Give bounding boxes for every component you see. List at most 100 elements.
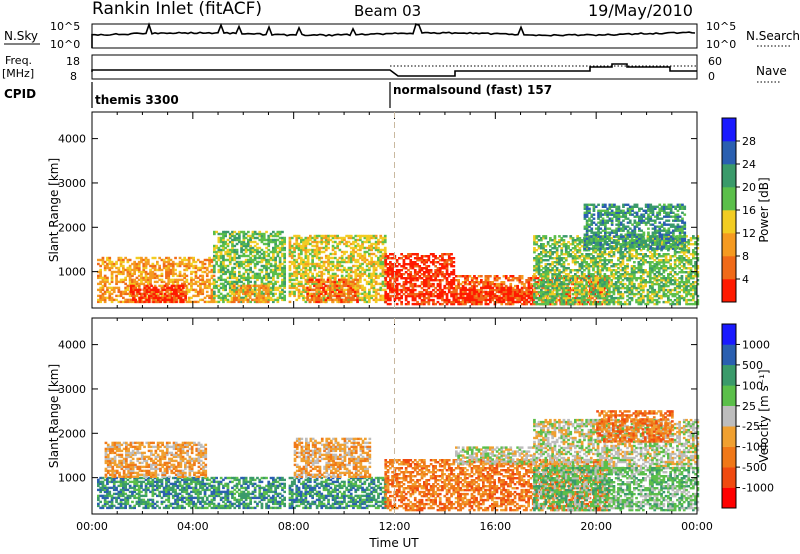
echo-cell xyxy=(504,290,508,294)
echo-cell xyxy=(235,282,239,286)
echo-cell xyxy=(353,294,357,298)
echo-cell xyxy=(553,271,557,274)
echo-cell xyxy=(274,238,277,242)
echo-cell xyxy=(418,271,422,274)
echo-cell xyxy=(612,277,616,280)
echo-cell xyxy=(151,264,155,268)
echo-cell xyxy=(228,294,232,298)
echo-cell xyxy=(167,292,171,296)
echo-cell xyxy=(110,298,114,302)
echo-cell xyxy=(353,292,357,296)
echo-cell xyxy=(566,284,569,288)
echo-cell xyxy=(293,242,296,246)
echo-cell xyxy=(374,282,378,286)
echo-cell xyxy=(361,256,364,260)
echo-cell xyxy=(564,282,568,286)
echo-cell xyxy=(365,296,369,300)
echo-cell xyxy=(361,254,364,258)
echo-cell xyxy=(537,269,541,272)
echo-cell xyxy=(215,286,218,290)
echo-cell xyxy=(324,240,328,244)
echo-cell xyxy=(383,256,387,260)
echo-cell xyxy=(592,255,595,258)
echo-cell xyxy=(260,298,263,302)
echo-cell xyxy=(302,290,305,294)
echo-cell xyxy=(450,290,453,294)
echo-cell xyxy=(489,281,492,284)
echo-cell xyxy=(304,278,308,282)
echo-cell xyxy=(327,256,330,260)
echo-cell xyxy=(201,274,205,278)
echo-cell xyxy=(441,298,444,302)
echo-cell xyxy=(126,272,130,276)
echo-cell xyxy=(555,241,559,244)
echo-cell xyxy=(228,248,232,252)
echo-cell xyxy=(567,245,570,248)
echo-cell xyxy=(551,247,554,250)
echo-cell xyxy=(571,300,575,304)
echo-cell xyxy=(205,268,209,272)
echo-cell xyxy=(283,278,286,282)
echo-cell xyxy=(359,246,362,250)
echo-cell xyxy=(509,300,513,304)
echo-cell xyxy=(386,298,390,302)
echo-cell xyxy=(461,288,465,292)
echo-cell xyxy=(244,248,248,252)
echo-cell xyxy=(319,296,323,300)
echo-cell xyxy=(278,240,282,244)
echo-cell xyxy=(354,238,358,242)
echo-cell xyxy=(544,265,548,268)
echo-cell xyxy=(509,290,513,294)
echo-cell xyxy=(315,282,319,286)
echo-cell xyxy=(450,284,453,288)
echo-cell xyxy=(310,280,314,284)
echo-cell xyxy=(452,300,456,304)
echo-cell xyxy=(176,262,180,266)
echo-cell xyxy=(232,286,236,290)
echo-cell xyxy=(592,259,595,262)
echo-cell xyxy=(251,246,255,250)
echo-cell xyxy=(313,238,317,242)
echo-cell xyxy=(237,300,241,304)
echo-cell xyxy=(400,277,403,280)
echo-cell xyxy=(532,298,535,302)
echo-cell xyxy=(423,296,426,300)
echo-cell xyxy=(429,290,433,294)
echo-cell xyxy=(619,251,623,254)
echo-cell xyxy=(306,282,310,286)
echo-cell xyxy=(413,279,417,282)
echo-cell xyxy=(608,269,611,272)
echo-cell xyxy=(605,253,609,256)
echo-cell xyxy=(423,273,426,276)
echo-cell xyxy=(621,273,625,276)
echo-cell xyxy=(407,257,410,260)
echo-cell xyxy=(213,270,216,274)
echo-cell xyxy=(334,290,337,294)
echo-cell xyxy=(311,250,314,254)
echo-cell xyxy=(546,281,550,284)
echo-cell xyxy=(540,259,543,262)
echo-cell xyxy=(527,300,531,304)
echo-cell xyxy=(598,269,602,272)
echo-cell xyxy=(386,271,390,274)
echo-cell xyxy=(258,254,262,258)
echo-cell xyxy=(136,292,140,296)
echo-cell xyxy=(377,264,380,268)
echo-cell xyxy=(171,272,175,276)
echo-cell xyxy=(473,300,476,304)
echo-cell xyxy=(546,284,550,288)
echo-cell xyxy=(570,282,574,286)
echo-cell xyxy=(574,239,577,242)
echo-cell xyxy=(585,267,588,270)
echo-cell xyxy=(567,290,570,294)
echo-cell xyxy=(576,282,579,286)
echo-cell xyxy=(233,256,237,260)
echo-cell xyxy=(260,296,263,300)
echo-cell xyxy=(192,288,195,292)
echo-cell xyxy=(242,298,245,302)
echo-cell xyxy=(267,236,271,240)
echo-cell xyxy=(230,292,234,296)
echo-cell xyxy=(402,259,406,262)
echo-cell xyxy=(224,296,227,300)
echo-cell xyxy=(379,274,383,278)
